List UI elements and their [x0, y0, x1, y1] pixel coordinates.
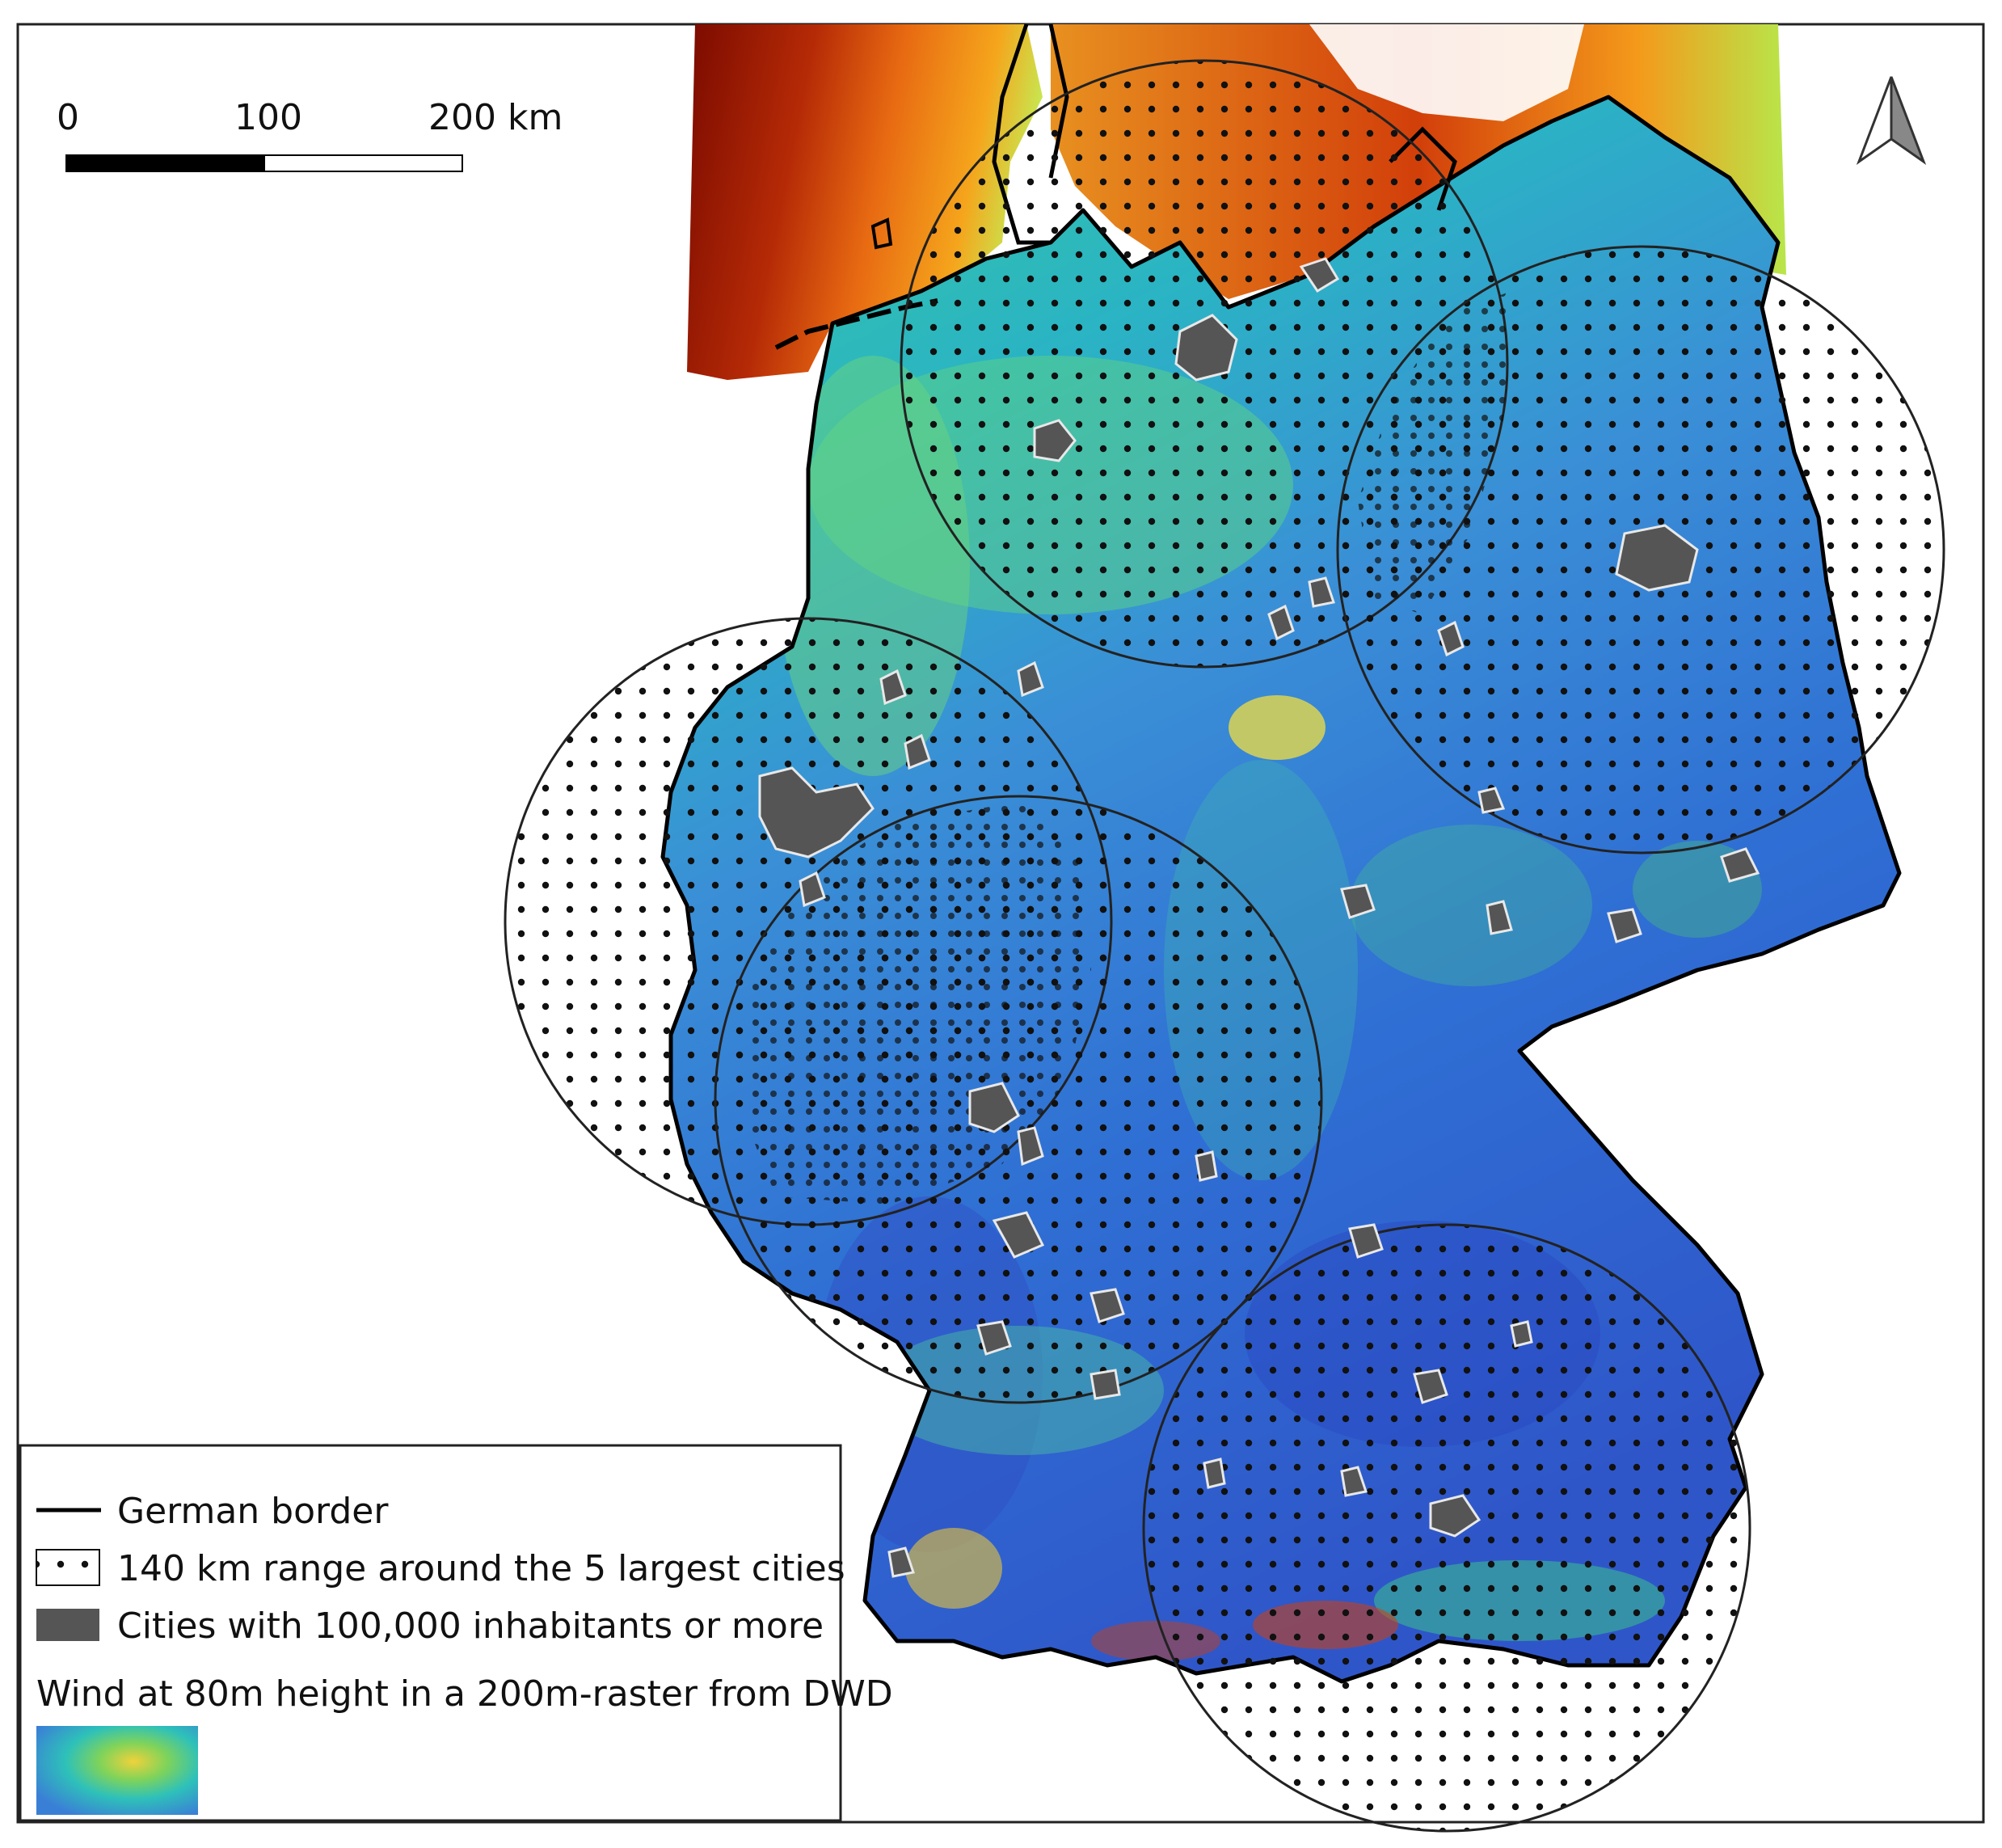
city — [1267, 604, 1295, 641]
city — [1340, 884, 1376, 919]
scale-label-100: 100 — [234, 97, 302, 138]
legend: German border 140 km range around the 5 … — [19, 1444, 893, 1822]
city — [904, 733, 931, 770]
legend-label-wind: Wind at 80m height in a 200m-raster from… — [36, 1673, 893, 1715]
city — [976, 1320, 1012, 1356]
overlap-area-north — [1358, 291, 1511, 614]
city — [1615, 524, 1699, 592]
city — [1348, 1223, 1384, 1259]
city — [1486, 900, 1513, 935]
north-arrow-icon — [1856, 76, 1927, 166]
city — [1308, 576, 1335, 608]
city — [1340, 1466, 1368, 1497]
legend-symbol-city — [36, 1609, 99, 1641]
scale-bar-segment-white — [263, 154, 463, 172]
city — [1413, 1369, 1448, 1404]
city — [1033, 419, 1077, 462]
city — [1017, 660, 1044, 698]
city — [1090, 1288, 1125, 1323]
scale-bar-segment-black — [65, 154, 265, 172]
baltic-light-area — [1309, 24, 1584, 121]
city — [1174, 314, 1238, 382]
cities — [758, 257, 1760, 1578]
legend-symbol-wind-raster — [36, 1726, 198, 1815]
island — [870, 217, 893, 250]
city — [1017, 1126, 1044, 1167]
legend-symbol-dot-pattern — [36, 1549, 100, 1586]
city — [1429, 1494, 1481, 1538]
city — [1477, 787, 1506, 814]
city — [879, 669, 907, 706]
city — [887, 1546, 915, 1578]
legend-label-cities: Cities with 100,000 inhabitants or more — [117, 1605, 824, 1647]
north-sea-wind-raster — [687, 24, 1043, 380]
city — [1195, 1150, 1218, 1182]
city — [1090, 1369, 1121, 1400]
scale-label-200: 200 km — [428, 97, 563, 138]
city — [1510, 1320, 1533, 1348]
legend-label-range: 140 km range around the 5 largest cities — [117, 1548, 845, 1589]
city — [1437, 620, 1465, 657]
city — [758, 766, 875, 859]
city — [1720, 847, 1760, 883]
legend-label-german-border: German border — [117, 1491, 389, 1532]
city — [968, 1082, 1020, 1133]
city — [799, 871, 826, 908]
scale-bar: 0 100 200 km — [57, 97, 563, 172]
city — [992, 1211, 1045, 1259]
city — [1203, 1458, 1226, 1489]
scale-label-0: 0 — [57, 97, 79, 138]
city — [1607, 908, 1642, 943]
city — [1299, 257, 1340, 293]
